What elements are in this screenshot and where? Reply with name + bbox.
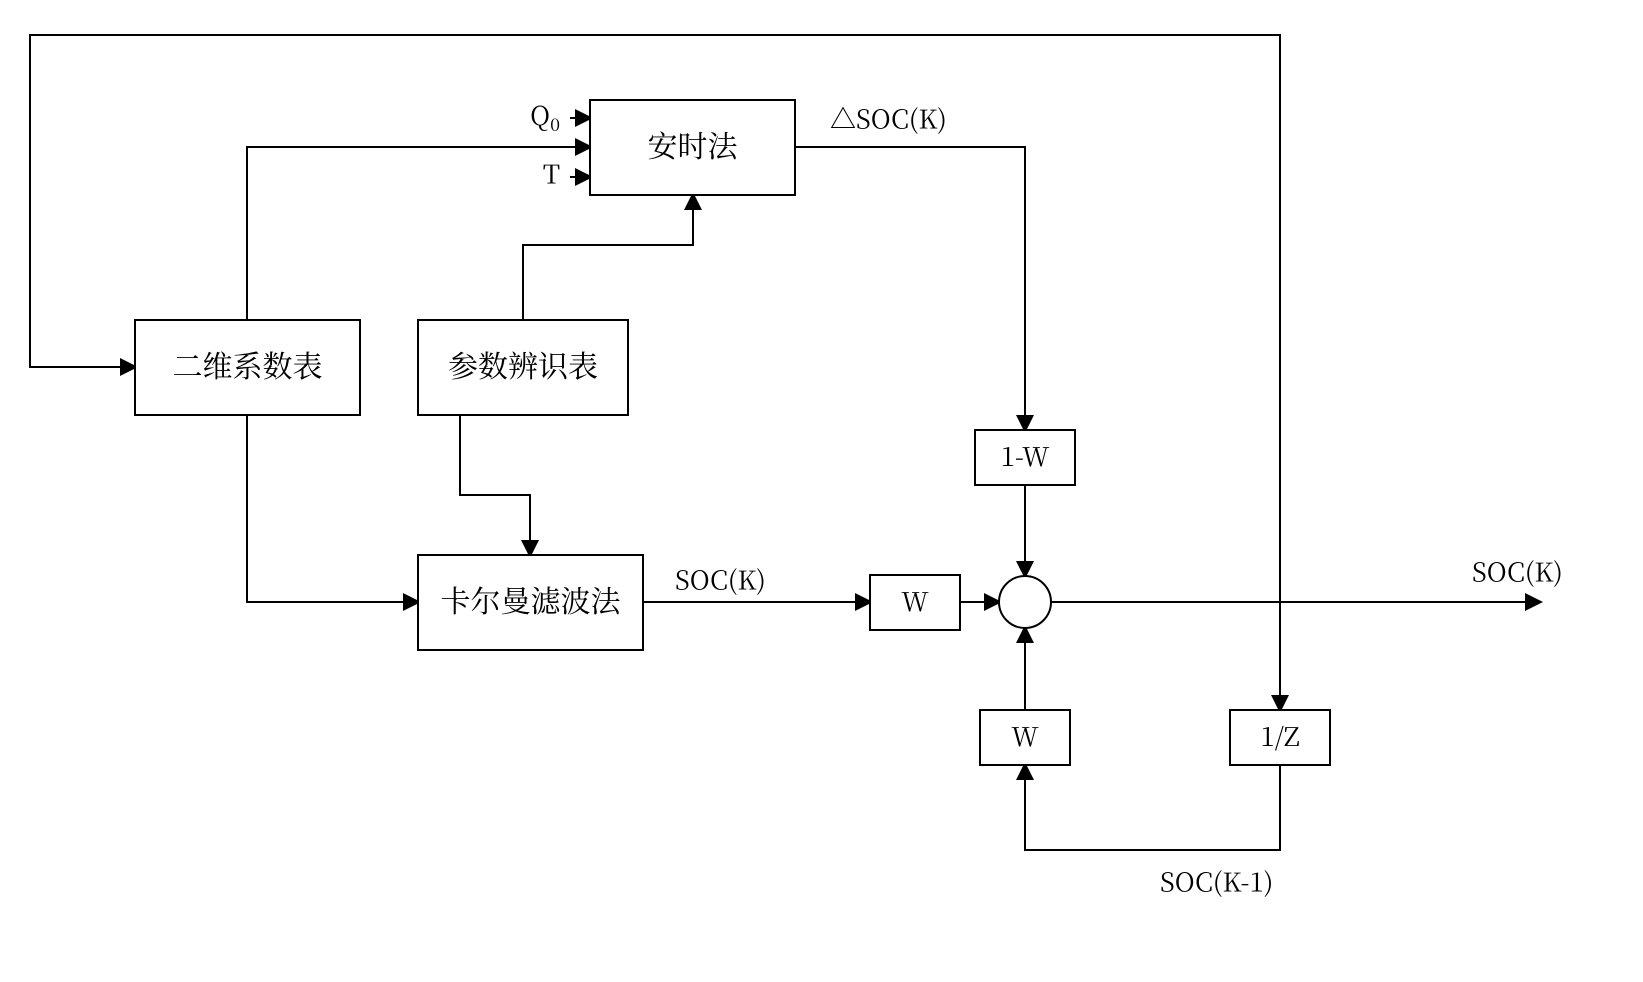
lbl-T: T xyxy=(543,155,560,192)
node-coeff-table: 二维系数表 xyxy=(135,320,360,415)
label-one-minus-w: 1-W xyxy=(1001,437,1050,474)
node-kalman: 卡尔曼滤波法 xyxy=(418,555,643,650)
node-one-minus-w: 1-W xyxy=(975,430,1075,485)
label-inv-z: 1/Z xyxy=(1260,717,1299,754)
edge-invz_to_wbot xyxy=(1025,765,1280,850)
node-w-mid: W xyxy=(870,575,960,630)
lbl-soc-k-out: SOC(K) xyxy=(1472,553,1563,590)
edge-ah_to_1mw xyxy=(795,147,1025,430)
edge-param_to_kf xyxy=(460,415,530,555)
label-w-mid: W xyxy=(901,582,929,619)
node-ampere-hour: 安时法 xyxy=(590,100,795,195)
edge-coeff_to_ah xyxy=(247,147,590,320)
label-w-bottom: W xyxy=(1011,717,1039,754)
block-diagram: 二维系数表 参数辨识表 安时法 卡尔曼滤波法 1-W W W 1/Z Q0 T … xyxy=(0,0,1643,982)
node-w-bottom: W xyxy=(980,710,1070,765)
node-sum xyxy=(999,576,1051,628)
label-coeff-table: 二维系数表 xyxy=(173,342,323,386)
lbl-soc-k-1: SOC(K-1) xyxy=(1160,863,1273,900)
label-kalman: 卡尔曼滤波法 xyxy=(441,577,622,621)
lbl-soc-k-mid: SOC(K) xyxy=(675,561,766,598)
lbl-q0: Q0 xyxy=(530,96,560,137)
node-param-table: 参数辨识表 xyxy=(418,320,628,415)
node-inv-z: 1/Z xyxy=(1230,710,1330,765)
edge-coeff_to_kf xyxy=(247,415,418,602)
label-ampere-hour: 安时法 xyxy=(648,122,739,166)
lbl-delta-soc: △SOC(K) xyxy=(830,100,947,137)
edge-param_to_ah xyxy=(523,195,693,320)
label-param-table: 参数辨识表 xyxy=(448,342,598,386)
